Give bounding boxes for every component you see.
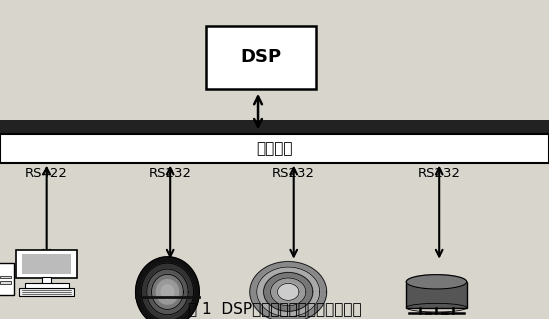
Polygon shape [147, 269, 188, 315]
FancyBboxPatch shape [0, 134, 549, 163]
Bar [19, 288, 74, 296]
Text: RS232: RS232 [418, 167, 461, 180]
Text: RS232: RS232 [272, 167, 315, 180]
Polygon shape [257, 267, 320, 317]
Bar [22, 254, 71, 274]
Bar [0, 281, 11, 284]
FancyBboxPatch shape [206, 26, 316, 89]
Text: RS232: RS232 [149, 167, 192, 180]
Text: 图 1  DSP多路异步串口通信系统框图: 图 1 DSP多路异步串口通信系统框图 [188, 301, 361, 316]
Polygon shape [161, 285, 174, 299]
Text: DSP: DSP [240, 48, 281, 66]
Polygon shape [156, 280, 178, 304]
Text: 扩展串口: 扩展串口 [256, 141, 293, 156]
Bar [25, 283, 69, 289]
Bar [42, 277, 51, 284]
Text: RS422: RS422 [25, 167, 68, 180]
Polygon shape [277, 283, 299, 300]
Polygon shape [152, 274, 183, 309]
Bar [16, 250, 77, 278]
Polygon shape [406, 275, 467, 289]
Polygon shape [250, 262, 327, 319]
Bar [0, 276, 11, 278]
Polygon shape [141, 263, 194, 319]
Bar [406, 282, 467, 308]
Bar [0, 120, 549, 136]
Bar [0, 263, 14, 295]
Polygon shape [136, 257, 199, 319]
Polygon shape [271, 278, 306, 306]
Polygon shape [264, 272, 313, 311]
